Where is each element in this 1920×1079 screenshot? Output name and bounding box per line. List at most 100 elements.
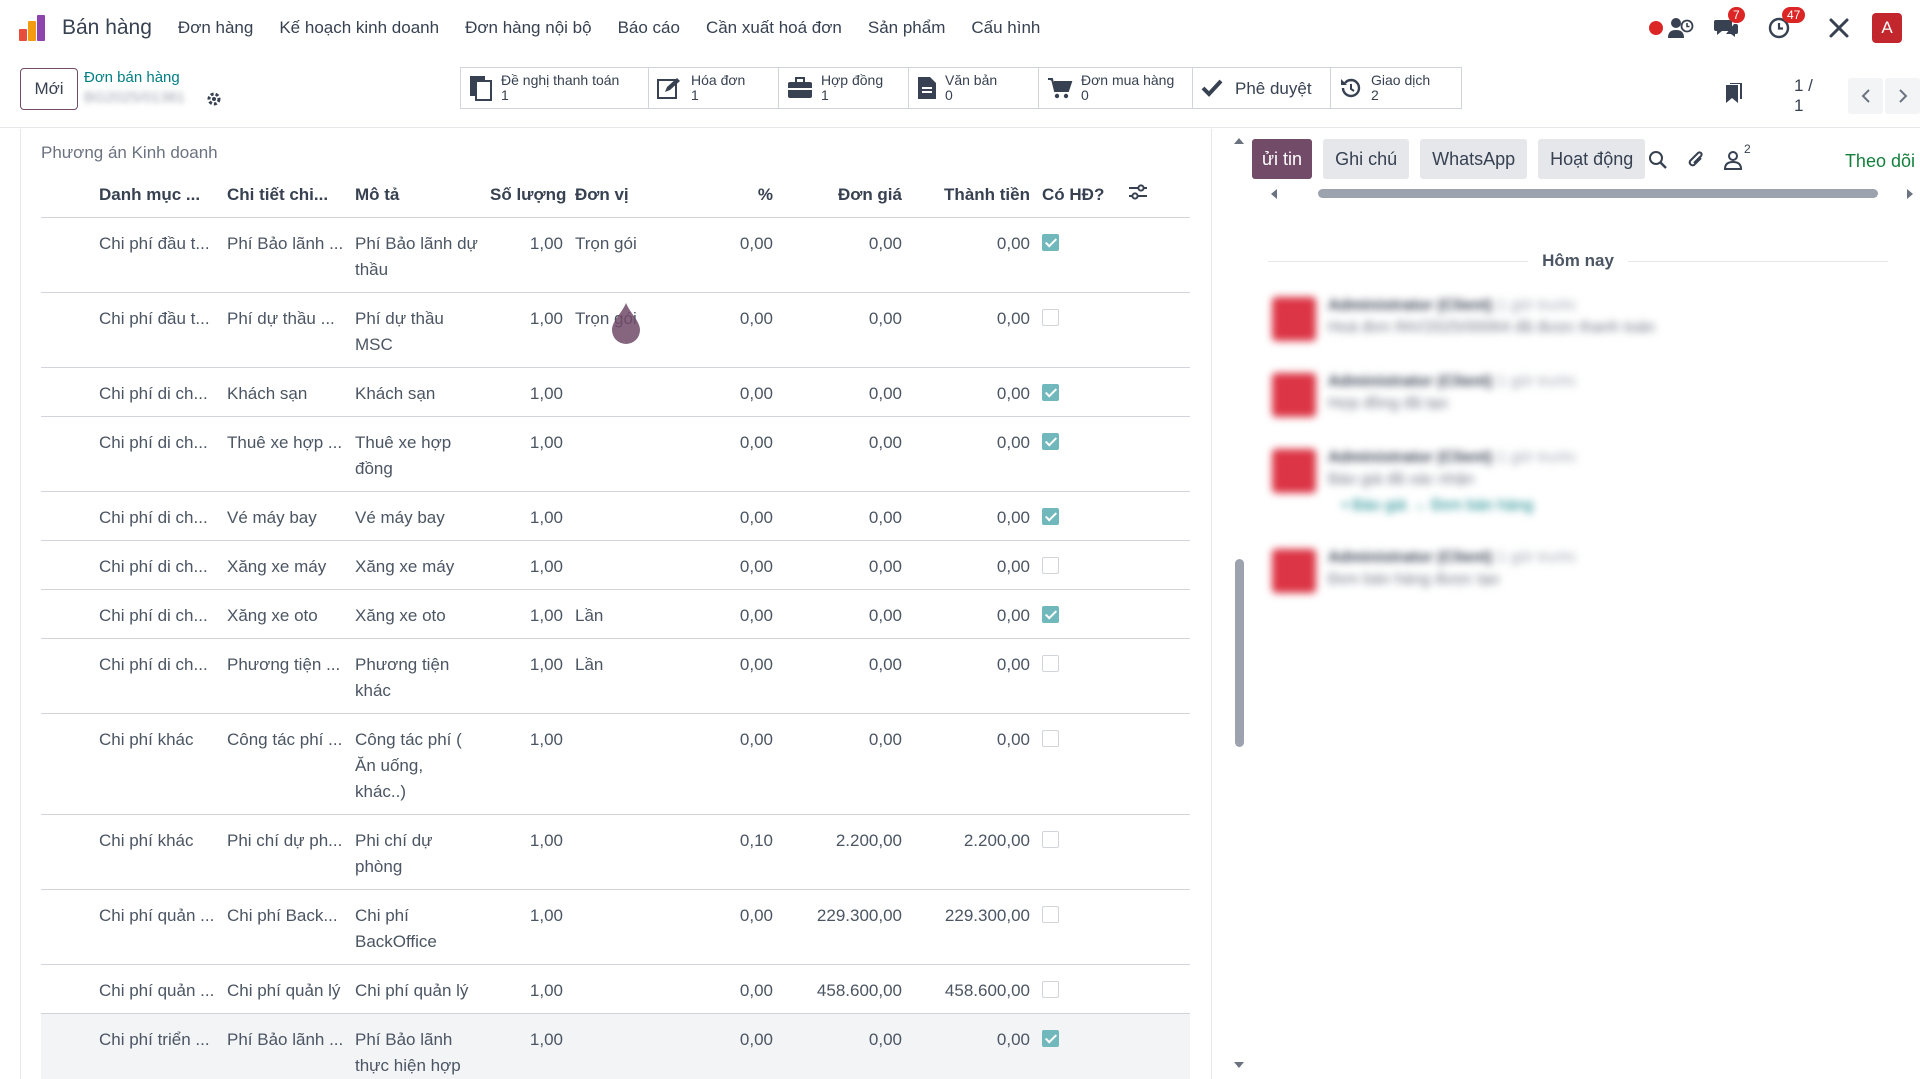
cell-pct[interactable]: 0,00 bbox=[685, 367, 779, 417]
bookmark-icon[interactable] bbox=[1724, 81, 1742, 110]
cell-price[interactable]: 2.200,00 bbox=[779, 814, 908, 890]
col-percent[interactable]: % bbox=[685, 173, 779, 218]
cell-qty[interactable]: 1,00 bbox=[484, 491, 569, 541]
table-row[interactable]: Chi phí đầu t... Phí Bảo lãnh ... Phí Bảo … bbox=[41, 217, 1190, 293]
cell-price[interactable]: 0,00 bbox=[779, 416, 908, 492]
cell-desc[interactable]: Khách sạn bbox=[349, 367, 484, 417]
cell-total[interactable]: 0,00 bbox=[908, 589, 1036, 639]
cell-detail[interactable]: Thuê xe hợp ... bbox=[221, 416, 349, 492]
cell-price[interactable]: 229.300,00 bbox=[779, 889, 908, 965]
col-has-invoice[interactable]: Có HĐ? bbox=[1036, 173, 1122, 218]
cell-desc[interactable]: Chi phí BackOffice bbox=[349, 889, 484, 965]
cell-total[interactable]: 0,00 bbox=[908, 638, 1036, 714]
cell-unit[interactable]: Lần bbox=[569, 638, 685, 714]
cell-qty[interactable]: 1,00 bbox=[484, 292, 569, 368]
follow-button[interactable]: Theo dõi bbox=[1844, 151, 1915, 171]
cell-desc[interactable]: Phương tiện khác bbox=[349, 638, 484, 714]
menu-internal-orders[interactable]: Đơn hàng nội bộ bbox=[465, 18, 592, 37]
cell-qty[interactable]: 1,00 bbox=[484, 889, 569, 965]
col-unit-price[interactable]: Đơn giá bbox=[779, 173, 908, 218]
cell-desc[interactable]: Phi chí dự phòng bbox=[349, 814, 484, 890]
cell-cat[interactable]: Chi phí di ch... bbox=[93, 638, 221, 714]
has-invoice-checkbox[interactable] bbox=[1042, 507, 1059, 525]
cell-detail[interactable]: Chi phí quản lý bbox=[221, 964, 349, 1014]
cell-unit[interactable]: Trọn gói bbox=[569, 217, 685, 293]
pager-previous-button[interactable] bbox=[1848, 78, 1884, 114]
menu-to-invoice[interactable]: Cần xuất hoá đơn bbox=[705, 18, 842, 37]
cell-total[interactable]: 458.600,00 bbox=[908, 964, 1036, 1014]
has-invoice-checkbox[interactable] bbox=[1042, 233, 1059, 251]
cell-desc[interactable]: Phí Bảo lãnh dự thầu bbox=[349, 217, 484, 293]
approval-button[interactable]: Phê duyệt bbox=[1193, 68, 1331, 108]
optional-columns-toggle[interactable] bbox=[1122, 173, 1190, 218]
search-icon[interactable] bbox=[1648, 150, 1668, 175]
cell-price[interactable]: 0,00 bbox=[779, 638, 908, 714]
scroll-down-icon[interactable] bbox=[1233, 1061, 1245, 1069]
table-row[interactable]: Chi phí di ch... Vé máy bay Vé máy bay 1,00… bbox=[41, 491, 1190, 541]
cell-pct[interactable]: 0,00 bbox=[685, 964, 779, 1014]
status-dot-icon[interactable] bbox=[1648, 20, 1664, 36]
followers-icon[interactable]: 2 bbox=[1723, 142, 1751, 175]
cell-qty[interactable]: 1,00 bbox=[484, 589, 569, 639]
cell-pct[interactable]: 0,00 bbox=[685, 416, 779, 492]
cell-pct[interactable]: 0,00 bbox=[685, 589, 779, 639]
cell-qty[interactable]: 1,00 bbox=[484, 540, 569, 590]
cell-detail[interactable]: Phí dự thầu ... bbox=[221, 292, 349, 368]
breadcrumb-parent[interactable]: Đơn bán hàng bbox=[84, 69, 180, 86]
table-row[interactable]: Chi phí quản ... Chi phí Back... Chi phí B… bbox=[41, 889, 1190, 965]
cell-price[interactable]: 0,00 bbox=[779, 713, 908, 815]
cell-desc[interactable]: Xăng xe máy bbox=[349, 540, 484, 590]
cell-pct[interactable]: 0,10 bbox=[685, 814, 779, 890]
table-row[interactable]: Chi phí khác Phi chí dự ph... Phi chí dự p… bbox=[41, 814, 1190, 890]
log-note-tab[interactable]: Ghi chú bbox=[1323, 139, 1410, 179]
purchase-order-button[interactable]: Đơn mua hàng 0 bbox=[1039, 68, 1193, 108]
cell-pct[interactable]: 0,00 bbox=[685, 217, 779, 293]
cell-unit[interactable] bbox=[569, 416, 685, 492]
messages-icon[interactable]: 7 bbox=[1714, 7, 1745, 39]
cell-desc[interactable]: Phí dự thầu MSC bbox=[349, 292, 484, 368]
transactions-button[interactable]: Giao dịch 2 bbox=[1331, 68, 1461, 108]
cell-total[interactable]: 0,00 bbox=[908, 367, 1036, 417]
cell-qty[interactable]: 1,00 bbox=[484, 367, 569, 417]
has-invoice-checkbox[interactable] bbox=[1042, 654, 1059, 672]
cell-detail[interactable]: Phương tiện ... bbox=[221, 638, 349, 714]
paperclip-icon[interactable] bbox=[1686, 149, 1706, 176]
send-message-tab[interactable]: ửi tin bbox=[1252, 139, 1313, 179]
cell-total[interactable]: 2.200,00 bbox=[908, 814, 1036, 890]
has-invoice-checkbox[interactable] bbox=[1042, 383, 1059, 401]
cell-unit[interactable] bbox=[569, 540, 685, 590]
cell-total[interactable]: 0,00 bbox=[908, 416, 1036, 492]
menu-products[interactable]: Sản phẩm bbox=[867, 18, 946, 37]
cell-desc[interactable]: Vé máy bay bbox=[349, 491, 484, 541]
menu-business-plan[interactable]: Kế hoạch kinh doanh bbox=[279, 18, 440, 37]
cell-unit[interactable] bbox=[569, 889, 685, 965]
cell-pct[interactable]: 0,00 bbox=[685, 491, 779, 541]
col-unit[interactable]: Đơn vị bbox=[569, 173, 685, 218]
cell-detail[interactable]: Xăng xe oto bbox=[221, 589, 349, 639]
cell-cat[interactable]: Chi phí khác bbox=[93, 713, 221, 815]
cell-unit[interactable] bbox=[569, 491, 685, 541]
pager-value[interactable]: 1 / 1 bbox=[1794, 76, 1813, 115]
table-row[interactable]: Chi phí đầu t... Phí dự thầu ... Phí dự th… bbox=[41, 292, 1190, 368]
cell-desc[interactable]: Chi phí quản lý bbox=[349, 964, 484, 1014]
col-subtotal[interactable]: Thành tiền bbox=[908, 173, 1036, 218]
cell-total[interactable]: 0,00 bbox=[908, 292, 1036, 368]
cell-price[interactable]: 0,00 bbox=[779, 292, 908, 368]
user-avatar[interactable]: A bbox=[1872, 13, 1902, 43]
cell-cat[interactable]: Chi phí khác bbox=[93, 814, 221, 890]
cell-price[interactable]: 458.600,00 bbox=[779, 964, 908, 1014]
cell-unit[interactable] bbox=[569, 964, 685, 1014]
pager-next-button[interactable] bbox=[1885, 78, 1920, 114]
cell-unit[interactable] bbox=[569, 713, 685, 815]
invoice-button[interactable]: Hóa đơn 1 bbox=[649, 68, 779, 108]
cell-total[interactable]: 0,00 bbox=[908, 540, 1036, 590]
cell-cat[interactable]: Chi phí di ch... bbox=[93, 491, 221, 541]
cell-unit[interactable]: Lần bbox=[569, 589, 685, 639]
table-row[interactable]: Chi phí quản ... Chi phí quản lý Chi phí q… bbox=[41, 964, 1190, 1014]
cell-price[interactable]: 0,00 bbox=[779, 367, 908, 417]
cell-pct[interactable]: 0,00 bbox=[685, 713, 779, 815]
cell-total[interactable]: 0,00 bbox=[908, 217, 1036, 293]
cell-qty[interactable]: 1,00 bbox=[484, 217, 569, 293]
whatsapp-tab[interactable]: WhatsApp bbox=[1420, 139, 1528, 179]
cell-qty[interactable]: 1,00 bbox=[484, 638, 569, 714]
